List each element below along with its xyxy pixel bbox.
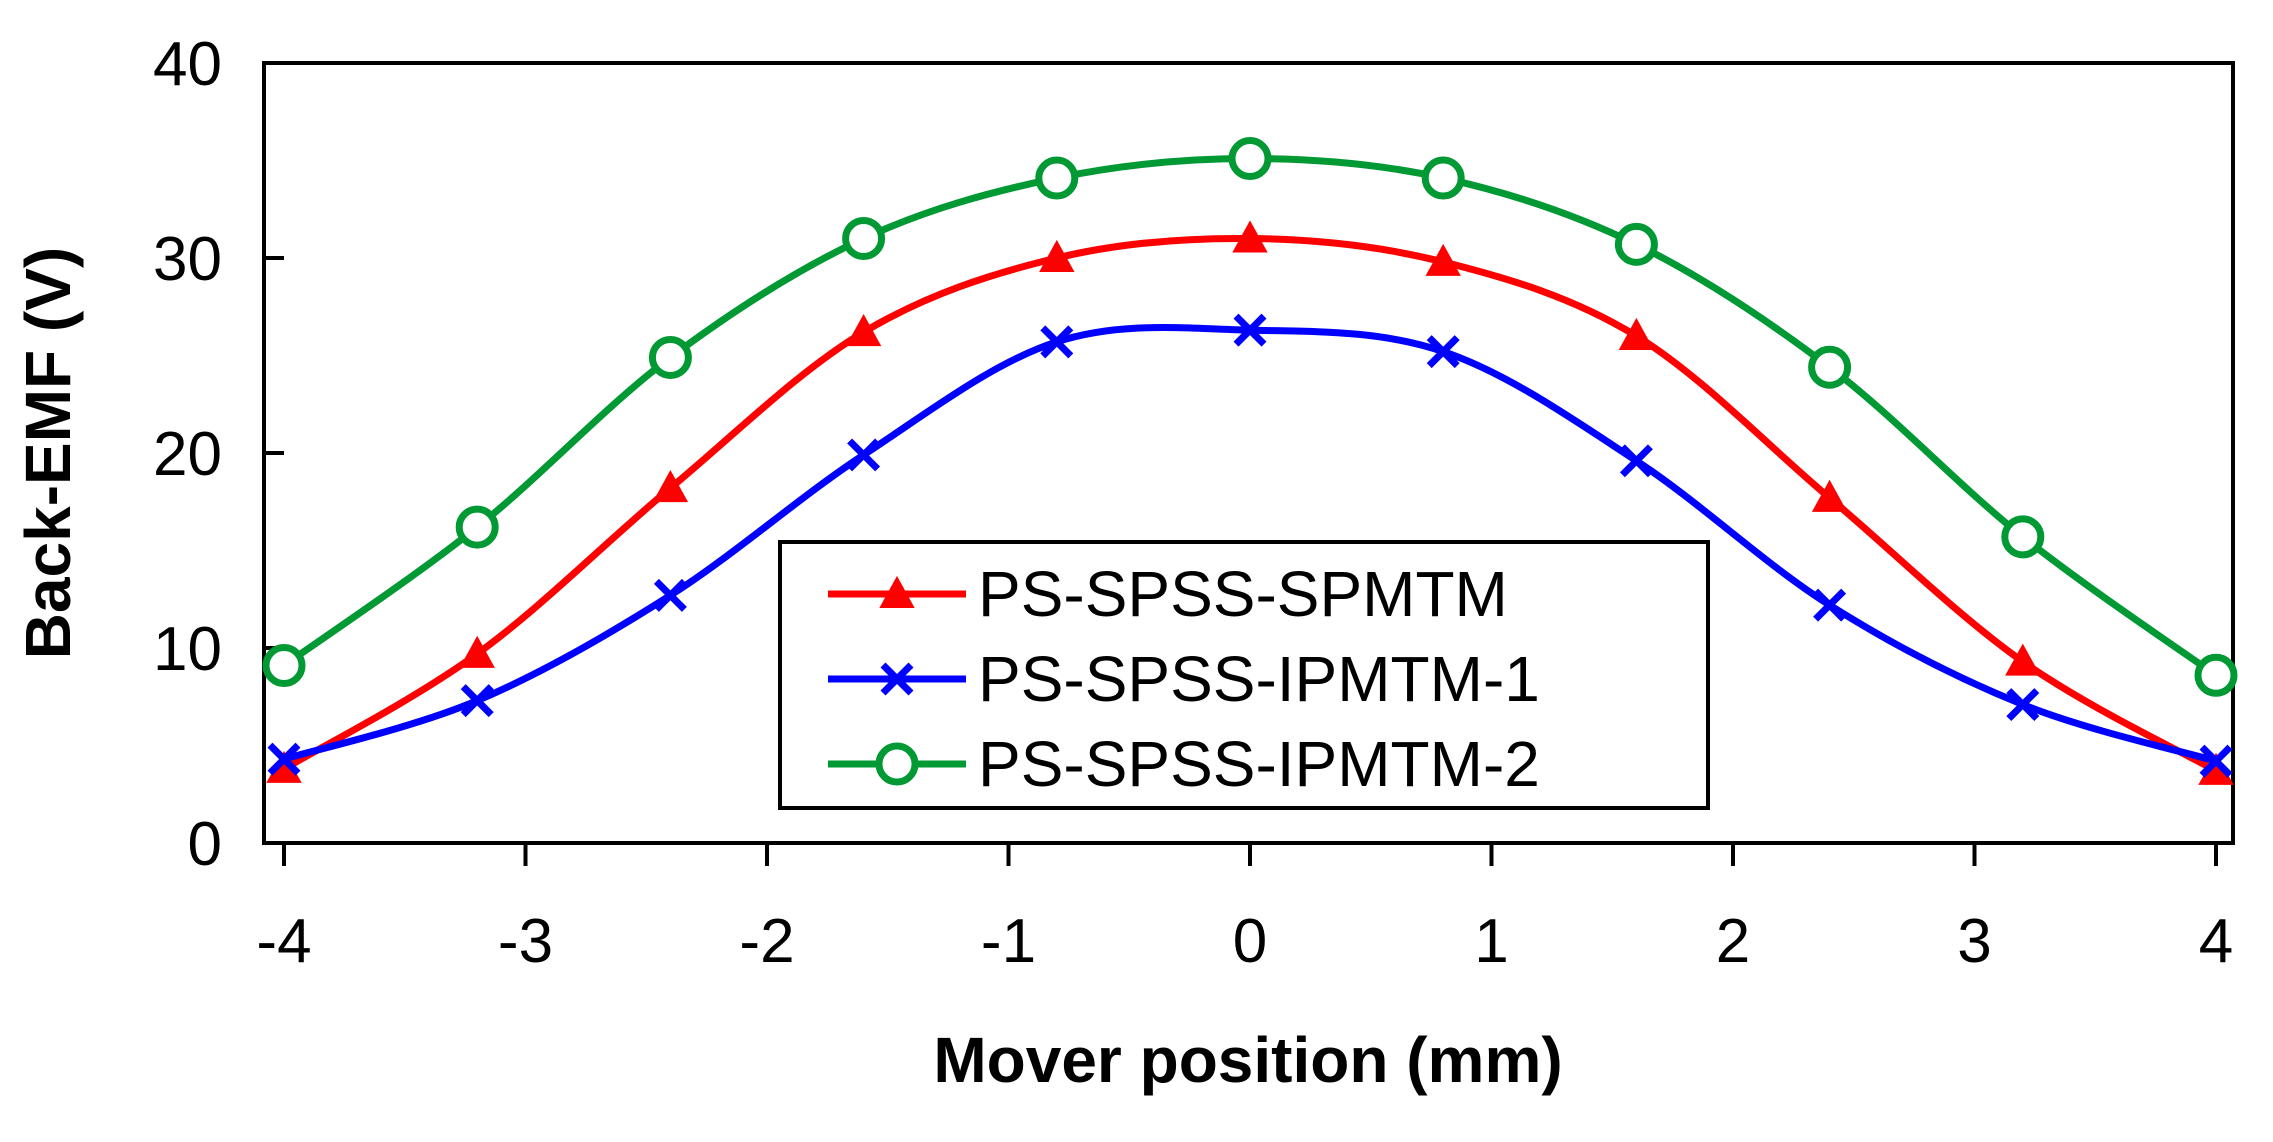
data-point: [1232, 220, 1268, 253]
data-point: [1618, 317, 1655, 350]
y-tick-label: 30: [153, 225, 222, 294]
legend-item: PS-SPSS-SPMTM: [828, 558, 1508, 630]
data-point: [455, 505, 499, 549]
data-point: [845, 314, 882, 347]
data-point: [842, 217, 886, 260]
x-tick-label: -4: [256, 907, 311, 976]
series-PS-SPSS-SPMTM: [266, 220, 2234, 785]
data-point: [1233, 313, 1267, 347]
data-point: [648, 335, 692, 379]
x-tick-label: 2: [1716, 907, 1750, 976]
data-point: [653, 578, 687, 612]
data-point: [459, 635, 495, 668]
data-point: [2001, 515, 2045, 559]
x-axis: -4 -3 -2 -1 0 1 2 3 4: [256, 843, 2233, 976]
legend-item: PS-SPSS-IPMTM-1: [828, 643, 1540, 715]
x-tick-label: 3: [1957, 907, 1991, 976]
data-point: [2006, 688, 2040, 722]
legend: PS-SPSS-SPMTM PS-SPSS-IPMTM-1 PS-SPSS-IPMT…: [778, 540, 1710, 810]
data-point: [1426, 335, 1460, 369]
data-point: [1614, 222, 1658, 266]
data-point: [1811, 479, 1848, 512]
data-point: [1040, 325, 1074, 359]
y-axis: 0 10 20 30 40: [153, 30, 284, 879]
y-axis-title: Back-EMF (V): [12, 247, 84, 660]
y-tick-label: 20: [153, 420, 222, 489]
data-point: [262, 644, 306, 688]
x-tick-label: -3: [498, 907, 553, 976]
data-point: [1035, 156, 1079, 200]
series-layer: [262, 137, 2238, 785]
data-point: [2005, 643, 2041, 676]
data-point: [1619, 444, 1653, 478]
data-point: [847, 438, 881, 472]
legend-label: PS-SPSS-IPMTM-2: [978, 728, 1540, 800]
legend-marker: [880, 662, 914, 696]
x-axis-title: Mover position (mm): [933, 1024, 1562, 1096]
x-tick-label: 1: [1474, 907, 1508, 976]
legend-label: PS-SPSS-SPMTM: [978, 558, 1508, 630]
series-PS-SPSS-IPMTM-2: [262, 137, 2238, 697]
legend-marker: [879, 575, 915, 608]
data-point: [1421, 156, 1465, 200]
x-tick-label: 4: [2199, 907, 2233, 976]
x-tick-label: -1: [981, 907, 1036, 976]
legend-item: PS-SPSS-IPMTM-2: [828, 728, 1540, 800]
data-point: [1813, 588, 1847, 622]
legend-marker: [875, 742, 919, 786]
data-point: [1228, 137, 1272, 181]
data-point: [1425, 243, 1461, 276]
y-tick-label: 10: [153, 615, 222, 684]
x-tick-label: 0: [1233, 907, 1267, 976]
data-point: [267, 742, 301, 776]
data-point: [1808, 345, 1852, 389]
y-tick-label: 0: [188, 810, 222, 879]
data-point: [2194, 653, 2238, 697]
y-tick-label: 40: [153, 30, 222, 99]
data-point: [652, 470, 689, 503]
data-point: [1039, 239, 1075, 272]
legend-label: PS-SPSS-IPMTM-1: [978, 643, 1540, 715]
x-tick-label: -2: [739, 907, 794, 976]
data-point: [2199, 744, 2233, 778]
series-PS-SPSS-IPMTM-1: [267, 313, 2233, 778]
data-point: [460, 684, 494, 718]
